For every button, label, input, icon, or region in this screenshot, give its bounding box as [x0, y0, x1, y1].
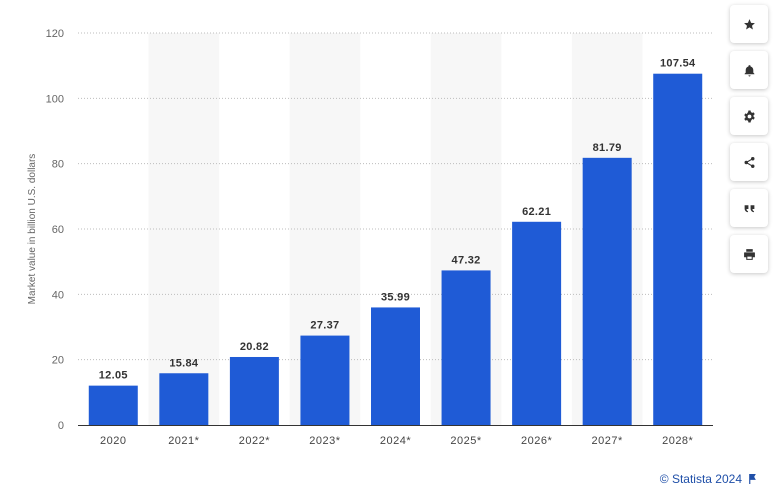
settings-button[interactable]	[730, 97, 768, 135]
y-tick-label: 60	[52, 224, 64, 236]
share-icon	[744, 156, 754, 168]
y-tick-label: 40	[52, 289, 64, 301]
share-button[interactable]	[730, 143, 768, 181]
x-axis-ticks: 2020 2021* 2022* 2023* 2024* 2025* 2026* 2027* 2…	[100, 435, 693, 447]
bar[interactable]	[653, 73, 703, 425]
bar[interactable]	[300, 335, 350, 425]
data-labels: 12.05 15.84 20.82 27.37 35.99 47.32 62.21 81.79…	[99, 58, 696, 382]
data-label: 35.99	[381, 291, 410, 303]
x-tick-label: 2024*	[380, 435, 411, 447]
print-button[interactable]	[730, 235, 768, 273]
data-label: 107.54	[660, 58, 696, 70]
data-label: 81.79	[593, 142, 622, 154]
bar[interactable]	[159, 373, 209, 425]
gridlines	[78, 32, 713, 361]
favorite-button[interactable]	[730, 5, 768, 43]
statista-credit[interactable]: © Statista 2024	[660, 472, 757, 486]
bar[interactable]	[582, 157, 632, 425]
y-tick-label: 120	[46, 28, 64, 40]
data-label: 12.05	[99, 370, 128, 382]
data-label: 27.37	[310, 320, 339, 332]
bar[interactable]	[441, 270, 491, 425]
bars	[88, 73, 703, 425]
x-tick-label: 2025*	[450, 435, 481, 447]
chart-toolbar	[730, 5, 768, 281]
flag-icon	[749, 474, 756, 484]
y-tick-label: 0	[58, 420, 64, 432]
bar[interactable]	[371, 307, 420, 425]
x-tick-label: 2028*	[662, 435, 693, 447]
y-tick-label: 20	[52, 355, 64, 367]
credit-text: © Statista 2024	[659, 472, 742, 486]
y-tick-label: 80	[52, 159, 64, 171]
x-tick-label: 2021*	[168, 435, 199, 447]
data-label: 20.82	[240, 341, 269, 353]
data-label: 47.32	[452, 254, 481, 266]
x-tick-label: 2027*	[592, 435, 623, 447]
y-axis-title: Market value in billion U.S. dollars	[27, 154, 38, 305]
bar[interactable]	[512, 221, 562, 425]
data-label: 62.21	[522, 206, 551, 218]
bell-icon	[744, 64, 754, 76]
quote-icon	[744, 204, 754, 212]
y-tick-label: 100	[46, 93, 64, 105]
print-icon	[743, 248, 755, 260]
data-label: 15.84	[169, 357, 199, 369]
bar[interactable]	[229, 356, 279, 425]
x-tick-label: 2023*	[309, 435, 340, 447]
notification-button[interactable]	[730, 51, 768, 89]
x-tick-label: 2026*	[521, 435, 552, 447]
bar[interactable]	[88, 385, 138, 425]
cite-button[interactable]	[730, 189, 768, 227]
y-axis-ticks: 0 20 40 60 80 100 120	[46, 28, 64, 432]
star-icon	[743, 18, 755, 29]
gear-icon	[743, 110, 755, 122]
x-tick-label: 2020	[100, 435, 126, 447]
x-tick-label: 2022*	[239, 435, 270, 447]
